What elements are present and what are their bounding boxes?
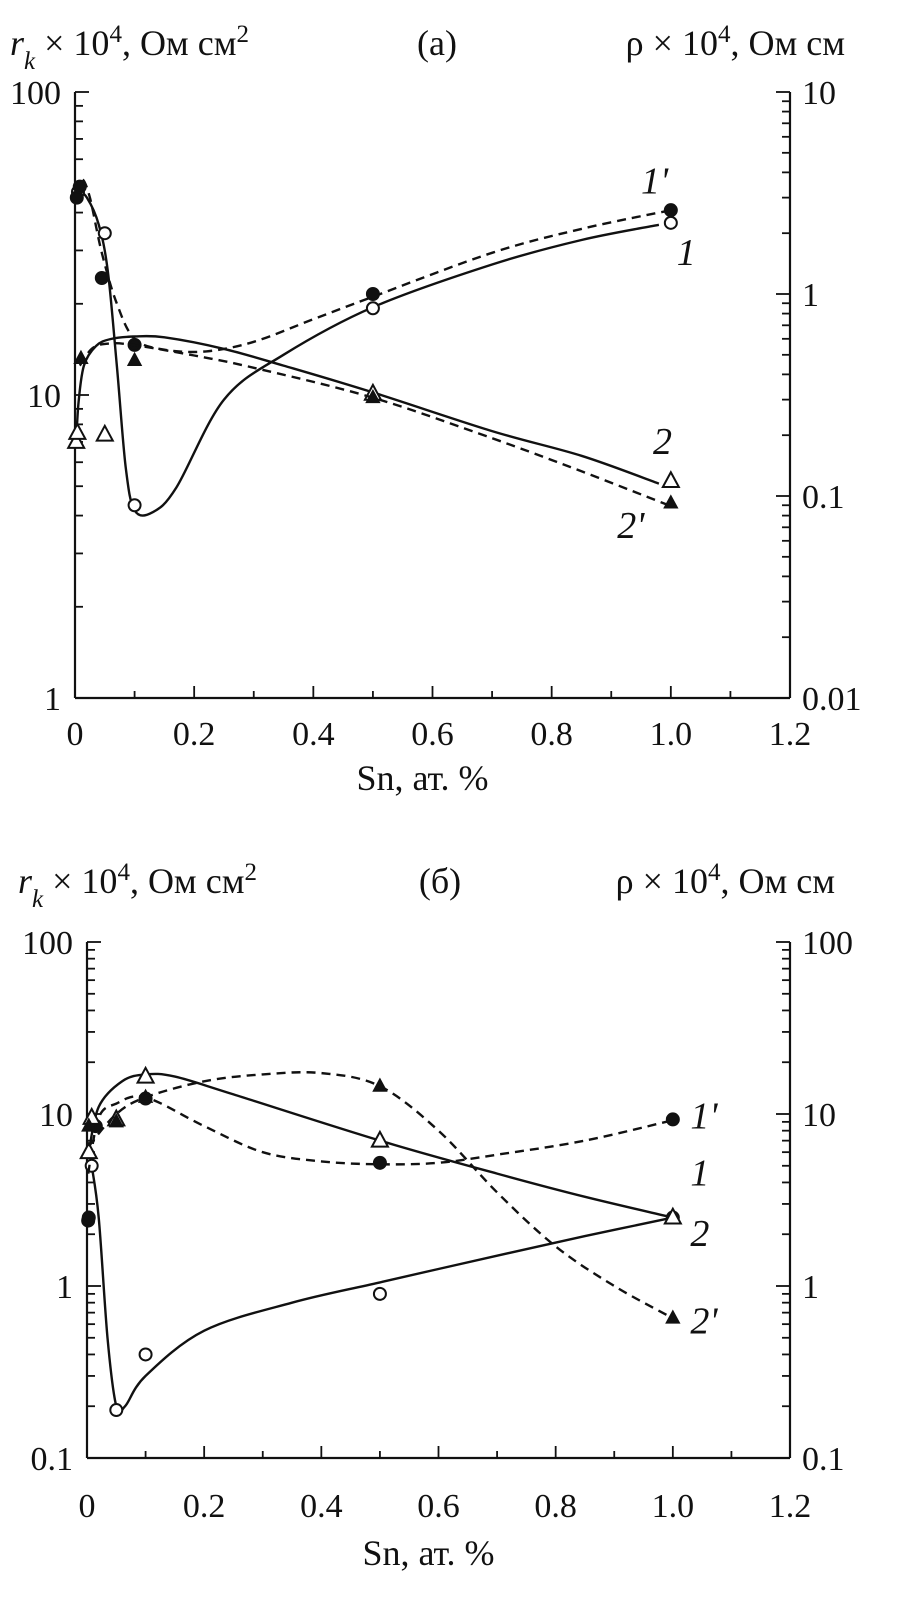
data-point	[663, 203, 678, 218]
data-point	[72, 179, 87, 194]
right-y-tick-label: 100	[802, 925, 853, 962]
data-point	[94, 271, 109, 286]
series-line	[75, 178, 672, 354]
right-y-tick-label: 1	[802, 277, 819, 314]
data-point	[365, 287, 380, 301]
left-y-tick-label: 100	[22, 925, 73, 962]
x-tick-label: 0.2	[173, 716, 216, 753]
data-point	[663, 1206, 683, 1225]
x-tick-label: 0.8	[534, 1488, 577, 1525]
data-point	[372, 1155, 387, 1170]
x-tick-label: 1.0	[650, 716, 693, 753]
x-tick-label: 0	[67, 716, 84, 753]
series-line	[75, 334, 660, 485]
data-point	[79, 1141, 99, 1160]
x-tick-label: 1.0	[652, 1488, 695, 1525]
series-label: 1'	[641, 161, 669, 203]
series-2prime: 2'	[81, 1071, 718, 1343]
series-1prime: 1'	[69, 161, 678, 354]
series-2: 2	[79, 1065, 709, 1255]
left-axis-label: rk × 104, Ом см2	[10, 21, 249, 75]
left-y-tick-label: 1	[56, 1269, 73, 1306]
panel-label: (б)	[419, 861, 461, 901]
x-tick-label: 0.6	[411, 716, 454, 753]
left-y-tick-label: 1	[44, 681, 61, 718]
right-axis-label: ρ × 104, Ом см	[626, 21, 845, 64]
right-y-tick-label: 0.1	[802, 1441, 845, 1478]
data-point	[108, 1113, 124, 1128]
data-point	[81, 1117, 97, 1132]
series-2: 2	[66, 334, 681, 489]
series-label: 2'	[617, 505, 645, 547]
data-point	[663, 215, 678, 230]
x-tick-label: 1.2	[769, 1488, 812, 1525]
series-1: 1	[84, 1153, 709, 1418]
left-y-tick-label: 0.1	[31, 1441, 74, 1478]
x-axis-label: Sn, ат. %	[362, 1533, 494, 1573]
data-point	[138, 1347, 153, 1362]
series-line	[87, 1095, 674, 1174]
left-axis-label: rk × 104, Ом см2	[18, 859, 257, 913]
chart-panel-a: 0 0.2 0.4 0.6 0.8 1.0 1.2 1 10 100 0.01 0.1 1 10 rk × …	[10, 21, 862, 799]
right-y-tick-label: 10	[802, 75, 836, 112]
right-axis-label: ρ × 104, Ом см	[616, 859, 835, 902]
x-tick-label: 0.4	[292, 716, 335, 753]
data-point	[73, 349, 89, 364]
data-point	[661, 470, 681, 489]
data-point	[372, 1286, 387, 1301]
data-point	[67, 421, 88, 440]
data-point	[127, 498, 142, 513]
series-label: 1	[677, 232, 696, 274]
x-axis-label: Sn, ат. %	[356, 758, 488, 798]
x-tick-label: 1.2	[769, 716, 812, 753]
series-line	[78, 342, 672, 508]
right-y-tick-label: 1	[802, 1269, 819, 1306]
right-y-tick-label: 0.01	[802, 681, 862, 718]
x-tick-label: 0.8	[530, 716, 573, 753]
data-point	[126, 351, 143, 366]
data-point	[66, 431, 86, 449]
right-y-tick-label: 10	[802, 1097, 836, 1134]
data-point	[135, 1065, 156, 1084]
chart-panel-b: 0 0.2 0.4 0.6 0.8 1.0 1.2 0.1 1 10 100 0.1 1 10 100 rk …	[18, 859, 853, 1574]
series-line	[76, 188, 660, 517]
data-point	[109, 1403, 124, 1418]
series-label: 1	[690, 1153, 709, 1195]
panel-label: (а)	[417, 23, 457, 63]
x-tick-label: 0.4	[300, 1488, 343, 1525]
series-1: 1	[70, 184, 696, 517]
series-label: 2	[653, 421, 672, 463]
series-2prime: 2'	[73, 342, 679, 547]
right-y-tick-label: 0.1	[802, 479, 845, 516]
left-y-tick-label: 10	[39, 1097, 73, 1134]
data-point	[81, 1210, 96, 1225]
x-tick-label: 0.6	[417, 1488, 460, 1525]
data-point	[97, 226, 112, 241]
series-label: 2'	[690, 1301, 718, 1343]
left-y-tick-label: 10	[27, 378, 61, 415]
data-point	[665, 1112, 680, 1127]
x-tick-label: 0.2	[183, 1488, 226, 1525]
data-point	[370, 1129, 390, 1148]
series-line	[87, 1072, 674, 1219]
data-point	[95, 423, 115, 442]
data-point	[665, 1309, 681, 1324]
series-line	[90, 1165, 674, 1414]
data-point	[663, 494, 679, 509]
series-label: 2	[690, 1213, 709, 1255]
x-tick-label: 0	[79, 1488, 96, 1525]
series-label: 1'	[690, 1095, 718, 1137]
data-point	[372, 1077, 388, 1092]
data-point	[365, 388, 381, 404]
data-point	[365, 301, 380, 316]
data-point	[84, 1158, 99, 1173]
left-y-tick-label: 100	[10, 75, 61, 112]
data-point	[137, 1088, 154, 1103]
